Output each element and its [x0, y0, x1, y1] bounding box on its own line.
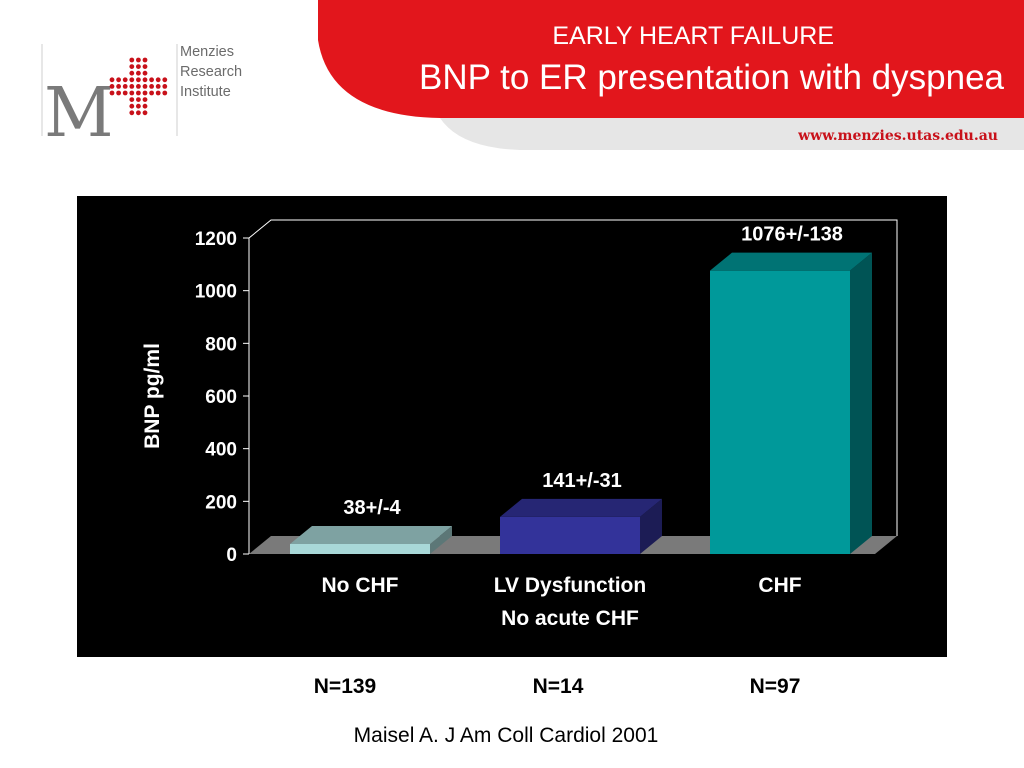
y-tick-label: 600 — [205, 387, 237, 408]
logo-dot — [149, 77, 155, 83]
logo-dot — [109, 90, 115, 96]
header-banner — [318, 0, 1024, 150]
data-label: 141+/-31 — [542, 470, 622, 492]
logo-dot — [129, 103, 135, 109]
logo-dot — [136, 90, 141, 96]
logo-dot — [136, 110, 141, 116]
logo-dot — [149, 84, 155, 89]
y-tick-label: 1000 — [195, 282, 237, 303]
bar-side — [430, 525, 452, 554]
logo-cross-icon — [109, 57, 168, 116]
bar-top — [290, 525, 452, 544]
data-label: 1076+/-138 — [741, 224, 843, 246]
header-red-band — [318, 0, 1024, 118]
header-grey-swoosh — [440, 118, 1024, 150]
logo-dot — [109, 77, 115, 83]
sample-size-lv-dysfunction: N=14 — [532, 675, 584, 698]
y-tick-label: 1200 — [195, 229, 237, 250]
logo-dot — [136, 57, 141, 63]
logo-dot — [122, 84, 128, 89]
logo-dot — [155, 84, 161, 89]
logo-dot — [142, 84, 148, 89]
logo-dot — [129, 110, 135, 116]
logo-line-2: Research — [180, 64, 243, 80]
logo-dot — [122, 90, 128, 96]
logo-dot — [142, 103, 148, 109]
logo-dot — [122, 77, 128, 83]
x-category-label: CHF — [758, 574, 801, 597]
logo-dot — [129, 64, 135, 69]
logo-dot — [116, 84, 121, 89]
logo-dot — [142, 77, 148, 83]
bar-side — [850, 252, 872, 555]
y-tick-label: 200 — [205, 492, 237, 513]
bnp-bar-chart: 0 200 400 600 800 1000 1200 BNP pg/ml 38+/-4 No C… — [141, 219, 898, 630]
slide-title: BNP to ER presentation with dyspnea — [419, 58, 1004, 97]
logo-dot — [129, 90, 135, 96]
sample-size-chf: N=97 — [749, 675, 801, 698]
bar-front — [500, 516, 640, 554]
y-tick-label: 0 — [226, 545, 237, 566]
logo-dot — [162, 84, 168, 89]
bar-1 — [500, 498, 662, 554]
y-axis-label: BNP pg/ml — [141, 343, 164, 449]
logo-dot — [109, 84, 115, 89]
x-category-label: No acute CHF — [501, 607, 639, 630]
bar-2 — [710, 252, 872, 555]
logo-dot — [142, 90, 148, 96]
logo-dot — [129, 97, 135, 102]
data-label: 38+/-4 — [343, 497, 401, 519]
logo-dot — [142, 70, 148, 76]
logo-dot — [136, 103, 141, 109]
bar-front — [290, 543, 430, 554]
logo-dot — [142, 57, 148, 63]
sample-size-no-chf: N=139 — [313, 675, 377, 698]
logo-dot — [129, 84, 135, 89]
bar-top — [500, 498, 662, 517]
website-link[interactable]: www.menzies.utas.edu.au — [798, 128, 998, 144]
bar-side — [640, 498, 662, 554]
bar-0 — [290, 525, 452, 554]
logo-dot — [136, 64, 141, 69]
logo-dot — [155, 77, 161, 83]
logo-name: Menzies Research Institute — [180, 42, 242, 102]
x-category-label: No CHF — [322, 574, 399, 597]
citation: Maisel A. J Am Coll Cardiol 2001 — [353, 724, 659, 747]
logo-line-3: Institute — [180, 84, 231, 100]
logo-dot — [142, 110, 148, 116]
bar-front — [710, 270, 850, 554]
logo-dot — [136, 97, 141, 102]
logo-dot — [136, 77, 141, 83]
logo-line-1: Menzies — [180, 44, 234, 60]
logo-dot — [149, 90, 155, 96]
slide-kicker: EARLY HEART FAILURE — [552, 22, 834, 50]
y-tick-label: 800 — [205, 334, 237, 355]
logo-dot — [162, 90, 168, 96]
y-tick-label: 400 — [205, 440, 237, 461]
logo-dot — [129, 57, 135, 63]
logo-dot — [116, 90, 121, 96]
logo-dot — [116, 77, 121, 83]
logo-dot — [129, 77, 135, 83]
logo-dot — [129, 70, 135, 76]
logo-dot — [136, 84, 141, 89]
logo-dot — [162, 77, 168, 83]
logo-dot — [155, 90, 161, 96]
logo-dot — [142, 97, 148, 102]
logo-letter: M — [44, 74, 114, 148]
chart-panel: 0 200 400 600 800 1000 1200 BNP pg/ml 38+/-4 No C… — [77, 196, 947, 657]
logo-dot — [136, 70, 141, 76]
x-category-label: LV Dysfunction — [494, 574, 646, 597]
bar-top — [710, 252, 872, 271]
logo-dot — [142, 64, 148, 69]
